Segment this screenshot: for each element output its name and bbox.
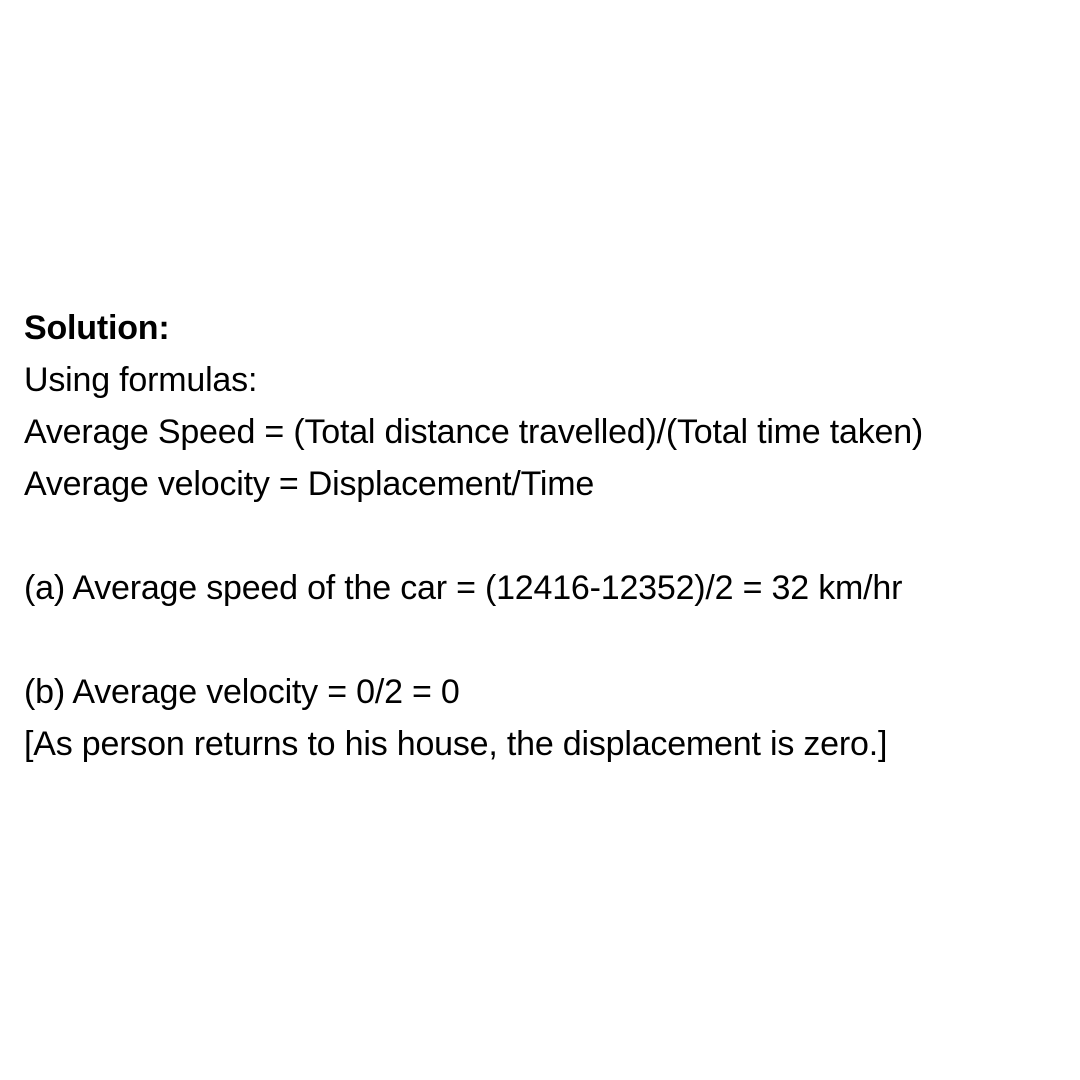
average-speed-formula: Average Speed = (Total distance travelle… bbox=[24, 413, 924, 451]
formulas-intro: Using formulas: bbox=[24, 361, 258, 399]
blank-line bbox=[24, 614, 1074, 666]
average-velocity-formula: Average velocity = Displacement/Time bbox=[24, 465, 595, 503]
blank-line bbox=[24, 510, 1074, 562]
solution-heading: Solution: bbox=[24, 309, 170, 347]
solution-text-block: Solution: Using formulas: Average Speed … bbox=[24, 302, 1074, 770]
part-a-answer: (a) Average speed of the car = (12416-12… bbox=[24, 569, 903, 607]
part-b-explanation: [As person returns to his house, the dis… bbox=[24, 725, 888, 763]
part-b-answer: (b) Average velocity = 0/2 = 0 bbox=[24, 673, 460, 711]
